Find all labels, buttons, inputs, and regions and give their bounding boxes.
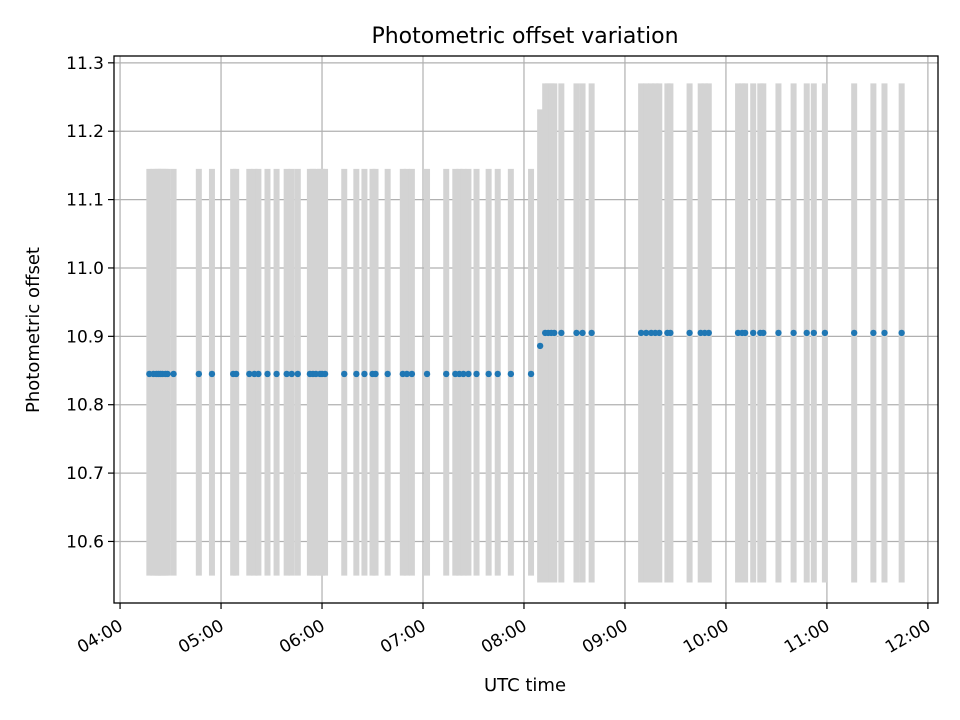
data-point — [898, 329, 905, 337]
data-point — [507, 370, 515, 378]
x-tick-label: 11:00 — [781, 616, 833, 658]
data-point — [803, 329, 810, 337]
data-point — [558, 329, 565, 337]
data-point — [246, 370, 253, 378]
data-point — [821, 329, 829, 337]
x-tick-label: 05:00 — [175, 616, 227, 658]
data-point — [170, 370, 177, 378]
data-point — [195, 370, 203, 378]
data-point — [494, 370, 501, 378]
data-point — [551, 329, 558, 337]
y-tick-label: 10.8 — [66, 396, 104, 416]
x-axis-label: UTC time — [484, 675, 566, 696]
data-point — [750, 329, 757, 337]
data-point — [353, 370, 360, 378]
y-tick-label: 11.2 — [66, 122, 104, 142]
data-point — [208, 370, 216, 378]
data-point — [642, 329, 650, 337]
data-point — [790, 329, 797, 337]
chart-title: Photometric offset variation — [371, 24, 678, 49]
x-tick-label: 07:00 — [377, 616, 429, 658]
data-point — [232, 370, 240, 378]
y-tick-label: 11.1 — [66, 191, 104, 211]
data-point — [870, 329, 877, 337]
data-point — [273, 370, 280, 378]
y-tick-label: 10.7 — [66, 464, 104, 484]
data-point — [810, 329, 817, 337]
data-point — [588, 329, 595, 337]
data-point — [164, 370, 171, 378]
y-tick-label: 11.0 — [66, 259, 104, 279]
data-point — [283, 370, 290, 378]
data-point — [705, 329, 712, 337]
data-point — [255, 370, 262, 378]
error-bars — [146, 83, 905, 583]
data-point — [741, 329, 749, 337]
data-point — [760, 329, 767, 337]
data-point — [850, 329, 858, 337]
data-point — [473, 370, 480, 378]
data-point — [294, 370, 301, 378]
data-point — [686, 329, 693, 337]
data-point — [408, 370, 416, 378]
data-point — [264, 370, 271, 378]
data-point — [656, 329, 663, 337]
data-point — [341, 370, 348, 378]
data-point — [667, 329, 674, 337]
data-point — [465, 370, 472, 378]
data-point — [536, 342, 544, 350]
y-tick-label: 11.3 — [66, 54, 104, 74]
data-point — [372, 370, 379, 378]
data-point — [460, 370, 467, 378]
x-tick-label: 12:00 — [882, 616, 934, 658]
data-point — [288, 370, 295, 378]
data-point — [321, 370, 329, 378]
x-tick-label: 08:00 — [478, 616, 530, 658]
data-point — [485, 370, 492, 378]
x-tick-label: 04:00 — [74, 616, 126, 658]
data-point — [423, 370, 431, 378]
data-point — [775, 329, 782, 337]
y-tick-label: 10.9 — [66, 327, 104, 347]
data-point — [361, 370, 368, 378]
y-axis-label: Photometric offset — [23, 247, 44, 413]
x-tick-label: 06:00 — [276, 616, 328, 658]
data-point — [527, 370, 535, 378]
plot-frame — [113, 55, 939, 604]
data-point — [573, 329, 580, 337]
data-point — [579, 329, 586, 337]
x-tick-label: 09:00 — [579, 616, 631, 658]
data-point — [637, 329, 645, 337]
data-point — [443, 370, 450, 378]
data-point — [403, 370, 411, 378]
data-point — [881, 329, 888, 337]
data-points — [146, 329, 905, 378]
y-tick-label: 10.6 — [66, 532, 104, 552]
x-tick-label: 10:00 — [680, 616, 732, 658]
data-point — [384, 370, 391, 378]
